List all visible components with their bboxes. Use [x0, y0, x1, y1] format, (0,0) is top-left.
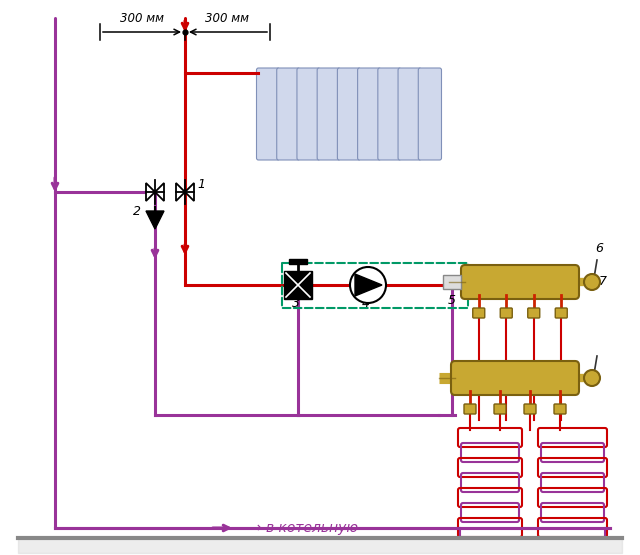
FancyBboxPatch shape	[554, 404, 566, 414]
Polygon shape	[155, 183, 164, 201]
Text: 300 мм: 300 мм	[205, 12, 249, 25]
FancyBboxPatch shape	[528, 308, 540, 318]
FancyBboxPatch shape	[556, 308, 567, 318]
Bar	[284, 271, 312, 299]
FancyBboxPatch shape	[378, 68, 401, 160]
FancyBboxPatch shape	[419, 68, 442, 160]
Polygon shape	[355, 274, 382, 296]
Circle shape	[584, 274, 600, 290]
FancyBboxPatch shape	[473, 308, 484, 318]
FancyBboxPatch shape	[451, 361, 579, 395]
FancyBboxPatch shape	[461, 265, 579, 299]
FancyBboxPatch shape	[464, 404, 476, 414]
FancyBboxPatch shape	[524, 404, 536, 414]
FancyBboxPatch shape	[257, 68, 280, 160]
Polygon shape	[176, 183, 185, 201]
Text: 5: 5	[448, 294, 456, 307]
Text: 6: 6	[595, 242, 603, 255]
Text: 3: 3	[292, 297, 300, 310]
FancyBboxPatch shape	[276, 68, 300, 160]
FancyBboxPatch shape	[337, 68, 360, 160]
Text: → в котельную: → в котельную	[250, 521, 358, 535]
FancyBboxPatch shape	[500, 308, 512, 318]
FancyBboxPatch shape	[297, 68, 320, 160]
Polygon shape	[146, 183, 155, 201]
Polygon shape	[146, 211, 164, 229]
Circle shape	[350, 267, 386, 303]
Text: 4: 4	[362, 297, 370, 310]
FancyBboxPatch shape	[317, 68, 340, 160]
FancyBboxPatch shape	[358, 68, 381, 160]
FancyBboxPatch shape	[398, 68, 421, 160]
Polygon shape	[185, 183, 194, 201]
Text: 1: 1	[197, 178, 205, 191]
Circle shape	[584, 370, 600, 386]
Bar	[443, 275, 461, 289]
Text: 300 мм: 300 мм	[120, 12, 164, 25]
Text: 2: 2	[133, 205, 141, 218]
Text: 7: 7	[599, 275, 607, 288]
FancyBboxPatch shape	[494, 404, 506, 414]
Bar	[289, 259, 307, 264]
